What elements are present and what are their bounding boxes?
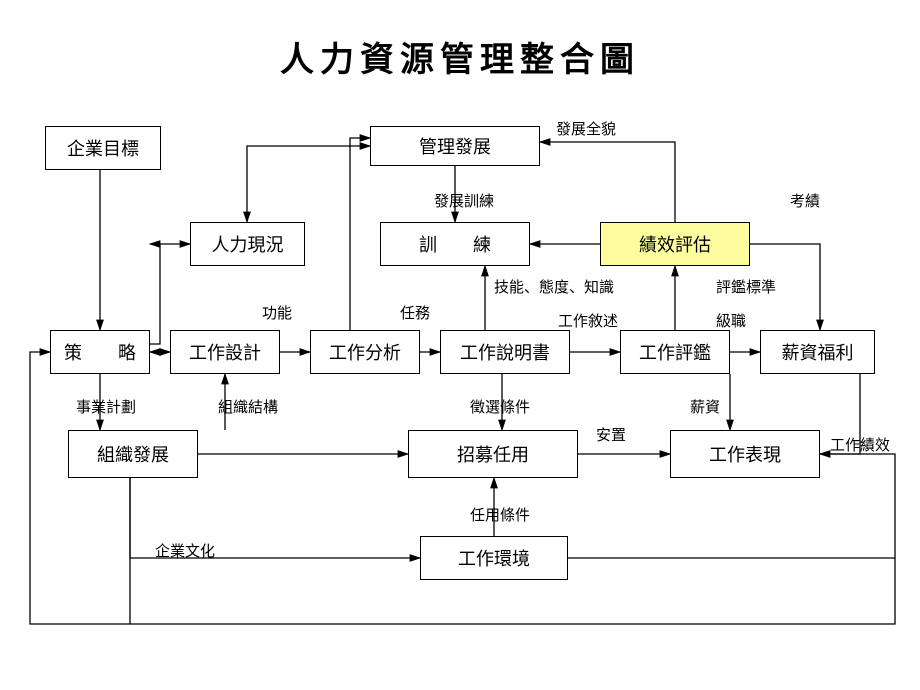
page-title: 人力資源管理整合圖 — [0, 32, 920, 81]
node-job_analysis: 工作分析 — [310, 330, 420, 374]
diagram-canvas: 人力資源管理整合圖 企業目標人力現況 管理發展訓 練 績效評估策 略工作設計工作分析… — [0, 0, 920, 690]
edge-label-sel_cond: 徵選條件 — [470, 396, 530, 417]
edge-label-salary: 薪資 — [690, 396, 720, 417]
edge-label-org_struct: 組織結構 — [218, 396, 278, 417]
node-job_perf: 工作表現 — [670, 430, 820, 478]
node-work_env: 工作環境 — [420, 536, 568, 580]
edge-27 — [30, 352, 130, 624]
edge-label-dev_full: 發展全貌 — [556, 118, 616, 139]
edge-label-job_narr: 工作敘述 — [558, 310, 618, 331]
node-hr_status: 人力現況 — [190, 222, 305, 266]
edge-label-skill: 技能、態度、知識 — [494, 276, 614, 297]
node-corp_goal: 企業目標 — [45, 126, 161, 170]
node-training: 訓 練 — [380, 222, 530, 266]
edge-label-grade: 級職 — [716, 310, 746, 331]
edge-label-eval_std: 評鑑標準 — [716, 276, 776, 297]
edge-label-emp_cond: 任用條件 — [470, 504, 530, 525]
edge-4 — [150, 244, 160, 344]
edge-13 — [350, 138, 370, 330]
edge-label-plan: 事業計劃 — [76, 396, 136, 417]
edge-8 — [540, 142, 675, 222]
node-job_desc: 工作說明書 — [440, 330, 570, 374]
edge-label-kaoji: 考績 — [790, 190, 820, 211]
edge-label-culture: 企業文化 — [155, 540, 215, 561]
edge-label-place: 安置 — [596, 424, 626, 445]
node-perf_eval: 績效評估 — [600, 222, 750, 266]
node-org_dev: 組織發展 — [68, 430, 198, 478]
edge-5 — [247, 146, 370, 222]
edge-label-task: 任務 — [400, 302, 430, 323]
edge-label-dev_train: 發展訓練 — [434, 190, 494, 211]
node-job_eval: 工作評鑑 — [620, 330, 730, 374]
edge-label-func: 功能 — [262, 302, 292, 323]
node-strategy: 策 略 — [50, 330, 150, 374]
edge-label-job_perf_l: 工作績效 — [830, 434, 890, 455]
node-job_design: 工作設計 — [170, 330, 280, 374]
node-mgmt_dev: 管理發展 — [370, 126, 540, 166]
node-comp: 薪資福利 — [760, 330, 875, 374]
node-recruit: 招募任用 — [408, 430, 578, 478]
